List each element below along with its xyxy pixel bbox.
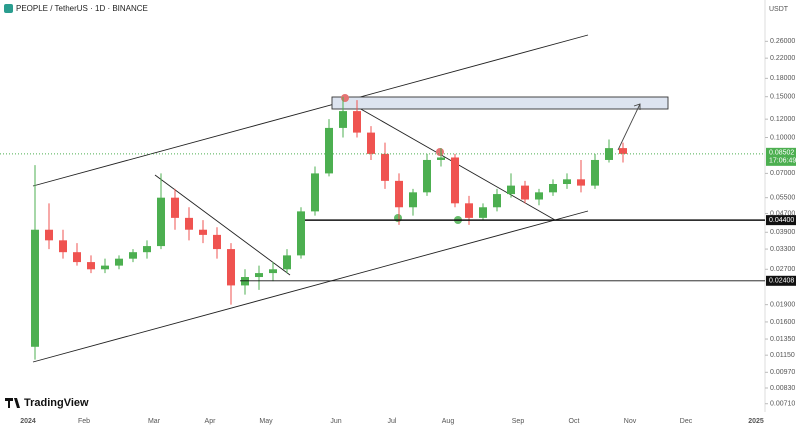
candle-body [549, 184, 557, 193]
candle-body [73, 252, 81, 263]
candle-body [465, 203, 473, 218]
candle-body [563, 179, 571, 185]
x-tick-label: Jun [330, 418, 341, 425]
arrow-head [633, 103, 641, 110]
x-tick-label: Oct [569, 418, 580, 425]
current-price-label: 0.08502 [769, 150, 794, 157]
candle-body [507, 185, 515, 195]
y-tick-label: 0.03900 [770, 229, 795, 236]
candle-body [101, 265, 109, 270]
candle-body [325, 127, 333, 174]
marker [436, 148, 444, 156]
trendline [154, 174, 291, 276]
candle-body [493, 194, 501, 208]
y-tick-label: 0.01350 [770, 336, 795, 343]
candle-body [45, 229, 53, 241]
current-price-tag [766, 147, 796, 166]
y-tick-label: 0.04700 [770, 210, 795, 217]
candle-body [59, 240, 67, 253]
symbol-title: PEOPLE / TetherUS · 1D · BINANCE [16, 4, 148, 13]
x-tick-label: Nov [624, 418, 637, 425]
countdown: 17:06:49 [769, 158, 796, 165]
candle-body [423, 159, 431, 193]
candle-body [283, 255, 291, 270]
arrow [617, 103, 641, 151]
candle-body [87, 262, 95, 270]
y-tick-label: 0.00970 [770, 369, 795, 376]
candle-body [437, 157, 445, 160]
candle-body [311, 173, 319, 212]
x-tick-label: Feb [78, 418, 90, 425]
candle-body [213, 234, 221, 250]
marker [341, 94, 349, 102]
candle-body [381, 153, 389, 181]
currency: USDT [769, 6, 789, 13]
brand: TradingView [5, 397, 89, 409]
header: PEOPLE / TetherUS · 1D · BINANCE USDT [4, 4, 789, 13]
candle-body [115, 258, 123, 266]
candle-body [591, 159, 599, 186]
candle-body [479, 207, 487, 218]
y-tick-label: 0.07000 [770, 170, 795, 177]
candle-body [129, 252, 137, 259]
x-tick-label: Jul [388, 418, 397, 425]
symbol-icon [4, 4, 13, 13]
candle-body [577, 179, 585, 186]
candle-body [143, 246, 151, 253]
x-tick-label: Dec [680, 418, 693, 425]
brand-name: TradingView [24, 397, 89, 409]
candle-body [199, 229, 207, 235]
candle-body [269, 269, 277, 274]
y-tick-label: 0.12000 [770, 116, 795, 123]
candle-body [297, 211, 305, 256]
resistance-zone [331, 96, 669, 110]
candle-body [367, 132, 375, 154]
level-label: 0.02408 [769, 278, 794, 285]
y-tick-label: 0.18000 [770, 75, 795, 82]
candle-body [255, 273, 263, 278]
trendline [344, 99, 556, 221]
x-tick-label: Sep [512, 418, 525, 425]
level-tag [766, 215, 796, 226]
x-tick-label: 2025 [748, 418, 764, 425]
level-tag [766, 275, 796, 286]
channel-upper [32, 34, 589, 187]
candle-body [395, 180, 403, 208]
y-tick-label: 0.00710 [770, 401, 795, 408]
candle-body [157, 197, 165, 247]
y-tick-label: 0.00830 [770, 385, 795, 392]
candle-body [521, 185, 529, 200]
y-tick-label: 0.02700 [770, 266, 795, 273]
candle-body [227, 249, 235, 286]
y-tick-label: 0.10000 [770, 134, 795, 141]
y-tick-label: 0.05500 [770, 195, 795, 202]
x-tick-label: Aug [442, 418, 455, 425]
channel-lower [32, 210, 589, 363]
candle-body [353, 111, 361, 133]
x-tick-label: 2024 [20, 418, 36, 425]
drawings [32, 34, 669, 363]
y-tick-label: 0.26000 [770, 38, 795, 45]
candle-body [409, 192, 417, 208]
level-label: 0.04400 [769, 217, 794, 224]
candle-body [31, 229, 39, 347]
x-tick-label: May [259, 418, 273, 425]
y-tick-label: 0.03300 [770, 246, 795, 253]
y-tick-label: 0.01900 [770, 301, 795, 308]
y-tick-label: 0.01600 [770, 319, 795, 326]
y-tick-label: 0.15000 [770, 94, 795, 101]
y-tick-label: 0.22000 [770, 55, 795, 62]
candle-body [185, 217, 193, 230]
candle-body [535, 192, 543, 200]
candle-body [619, 148, 627, 154]
candle-body [339, 111, 347, 128]
candle-body [171, 197, 179, 218]
x-tick-label: Mar [148, 418, 161, 425]
candle-body [451, 157, 459, 204]
x-tick-label: Apr [205, 418, 217, 425]
y-tick-label: 0.01150 [770, 352, 795, 359]
brand-logo [5, 398, 20, 408]
